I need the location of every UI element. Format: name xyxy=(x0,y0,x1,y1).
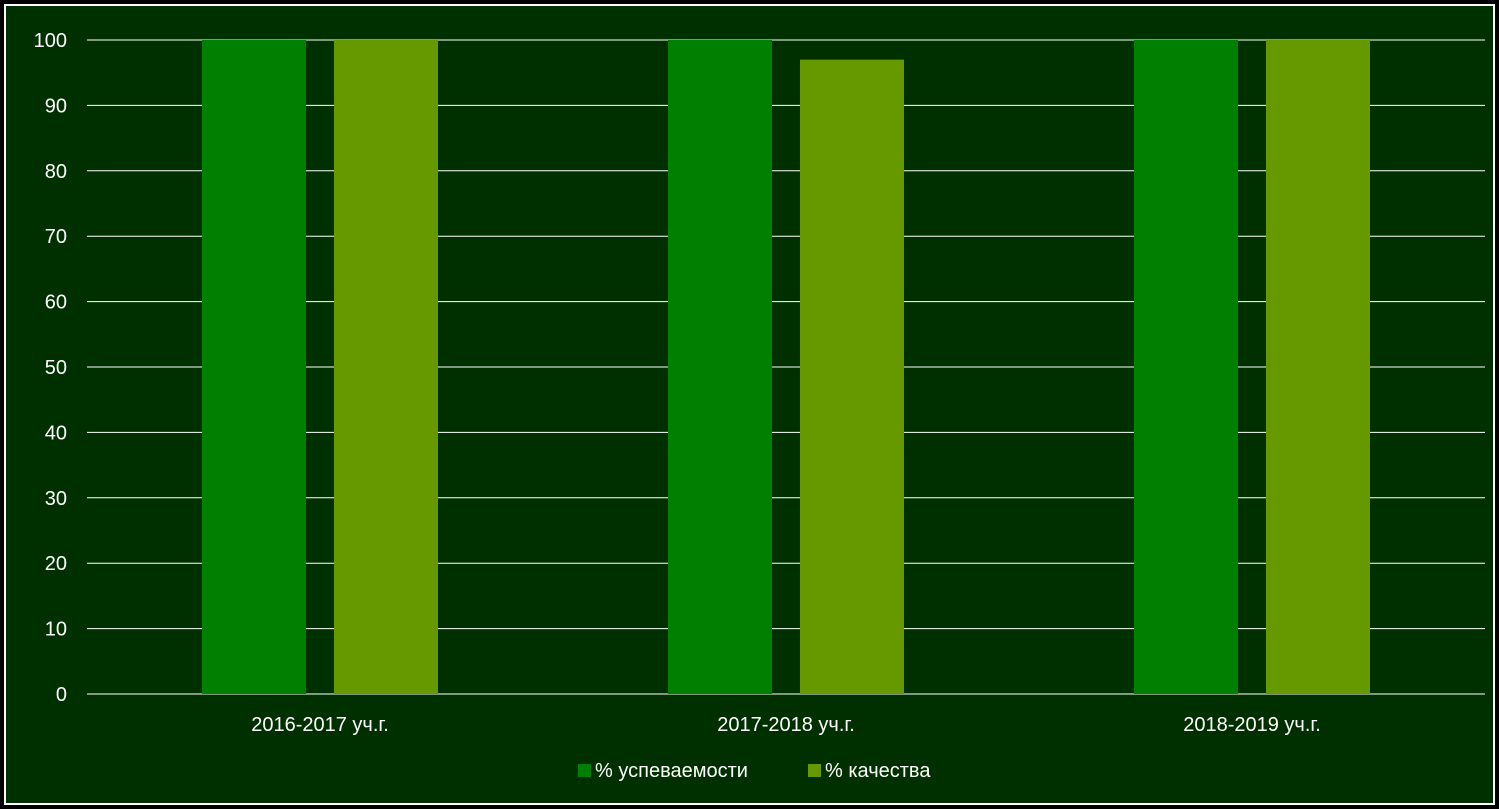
x-category-label: 2016-2017 уч.г. xyxy=(251,714,389,736)
y-tick-label: 100 xyxy=(34,30,67,52)
legend: % успеваемости % качества xyxy=(578,760,931,782)
y-axis-ticks: 0 10 20 30 40 50 60 70 80 90 100 xyxy=(34,30,67,706)
y-tick-label: 60 xyxy=(45,292,67,314)
bar-1-3 xyxy=(1134,40,1238,694)
y-tick-label: 80 xyxy=(45,161,67,183)
bar-2-2 xyxy=(800,59,904,695)
bar-1-1 xyxy=(202,40,306,694)
y-tick-label: 10 xyxy=(45,619,67,641)
gridlines xyxy=(87,39,1485,695)
x-axis-categories: 2016-2017 уч.г. 2017-2018 уч.г. 2018-2019 … xyxy=(251,714,1321,736)
legend-label: % успеваемости xyxy=(595,760,748,782)
bar-1-2 xyxy=(668,40,772,694)
y-tick-label: 70 xyxy=(45,226,67,248)
bar-2-1 xyxy=(334,40,438,694)
legend-swatch xyxy=(578,764,591,777)
x-category-label: 2018-2019 уч.г. xyxy=(1183,714,1321,736)
y-tick-label: 20 xyxy=(45,553,67,575)
y-tick-label: 40 xyxy=(45,422,67,444)
y-tick-label: 30 xyxy=(45,488,67,510)
legend-swatch xyxy=(808,764,821,777)
bar-2-3 xyxy=(1266,40,1370,694)
y-tick-label: 0 xyxy=(56,684,67,706)
y-tick-label: 90 xyxy=(45,95,67,117)
y-tick-label: 50 xyxy=(45,357,67,379)
bars xyxy=(202,40,1370,695)
legend-label: % качества xyxy=(825,760,931,782)
x-category-label: 2017-2018 уч.г. xyxy=(717,714,855,736)
